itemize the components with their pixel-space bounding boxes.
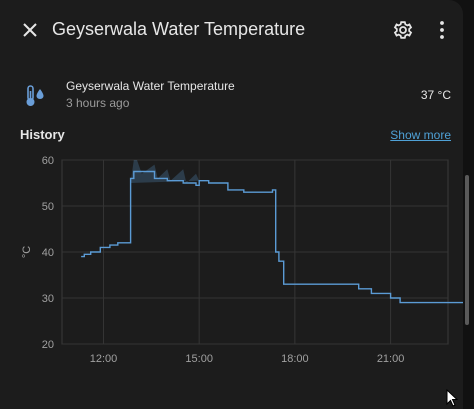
y-tick-label: 30 xyxy=(42,293,54,305)
mouse-cursor-icon xyxy=(446,389,458,407)
close-icon xyxy=(23,23,37,37)
x-tick-label: 18:00 xyxy=(281,353,309,365)
y-axis-label: °C xyxy=(21,246,33,258)
entity-state: 37 °C xyxy=(420,88,451,102)
more-info-dialog: Geyserwala Water Temperature xyxy=(0,0,463,409)
y-tick-label: 20 xyxy=(42,339,54,351)
dots-vertical-icon xyxy=(440,21,444,39)
x-tick-label: 21:00 xyxy=(377,353,405,365)
x-tick-label: 15:00 xyxy=(185,353,213,365)
y-tick-label: 40 xyxy=(42,247,54,259)
more-options-button[interactable] xyxy=(426,14,458,46)
y-tick-label: 60 xyxy=(42,155,54,167)
dialog-title: Geyserwala Water Temperature xyxy=(52,19,306,39)
history-heading: History xyxy=(20,127,65,142)
gear-icon xyxy=(393,21,413,39)
entity-name: Geyserwala Water Temperature xyxy=(66,79,235,93)
settings-button[interactable] xyxy=(387,14,419,46)
temperature-series-line xyxy=(81,170,463,304)
close-button[interactable] xyxy=(14,14,46,46)
dialog-header: Geyserwala Water Temperature xyxy=(0,0,463,60)
entity-last-changed: 3 hours ago xyxy=(66,96,130,110)
thermometer-water-icon xyxy=(22,82,50,110)
scrollbar[interactable] xyxy=(465,175,469,325)
min-max-band xyxy=(130,160,200,183)
x-tick-label: 12:00 xyxy=(90,353,118,365)
y-tick-label: 50 xyxy=(42,201,54,213)
show-more-link[interactable]: Show more xyxy=(390,128,451,142)
entity-row[interactable]: Geyserwala Water Temperature 3 hours ago… xyxy=(0,72,463,120)
